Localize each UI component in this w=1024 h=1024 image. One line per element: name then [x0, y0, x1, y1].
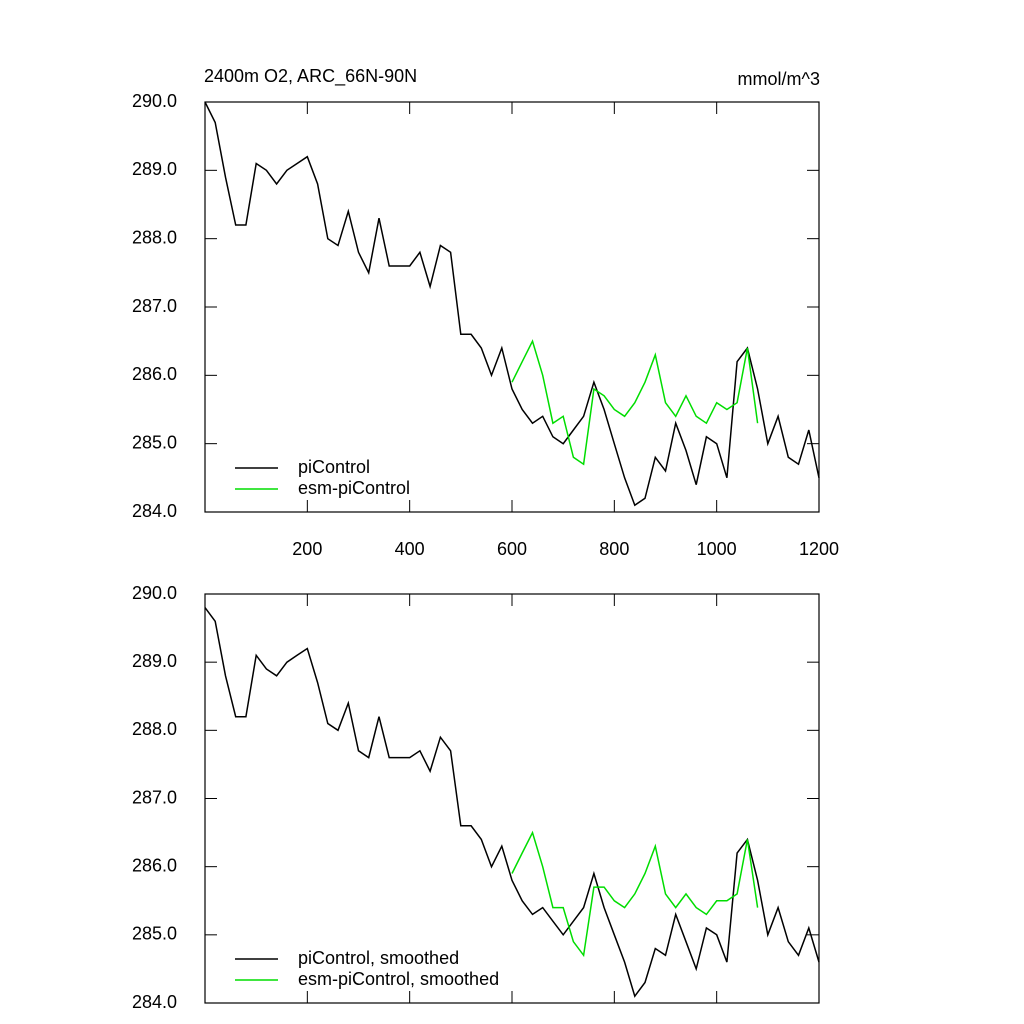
x-tick-label: 1000: [697, 539, 737, 559]
legend-label: esm-piControl: [298, 478, 410, 498]
legend-label: piControl, smoothed: [298, 948, 459, 968]
series-line: [204, 607, 820, 998]
y-tick-label: 288.0: [132, 227, 177, 247]
y-tick-label: 287.0: [132, 787, 177, 807]
y-tick-label: 290.0: [132, 583, 177, 603]
x-tick-label: 200: [292, 539, 322, 559]
chart-title: 2400m O2, ARC_66N-90N: [204, 66, 417, 87]
series-line: [204, 101, 820, 507]
y-tick-label: 289.0: [132, 159, 177, 179]
y-tick-label: 287.0: [132, 296, 177, 316]
x-tick-label: 600: [497, 539, 527, 559]
y-tick-label: 286.0: [132, 364, 177, 384]
y-tick-label: 288.0: [132, 719, 177, 739]
y-tick-label: 286.0: [132, 855, 177, 875]
y-tick-label: 285.0: [132, 432, 177, 452]
x-tick-label: 400: [395, 539, 425, 559]
x-tick-label: 800: [599, 539, 629, 559]
legend-label: piControl: [298, 457, 370, 477]
y-tick-label: 290.0: [132, 91, 177, 111]
y-tick-label: 289.0: [132, 651, 177, 671]
y-tick-label: 285.0: [132, 924, 177, 944]
x-tick-label: 1200: [799, 539, 839, 559]
y-tick-label: 284.0: [132, 992, 177, 1012]
series-line: [511, 830, 759, 958]
series-line: [511, 339, 759, 466]
y-tick-label: 284.0: [132, 501, 177, 521]
units-label: mmol/m^3: [738, 69, 820, 89]
legend-label: esm-piControl, smoothed: [298, 969, 499, 989]
